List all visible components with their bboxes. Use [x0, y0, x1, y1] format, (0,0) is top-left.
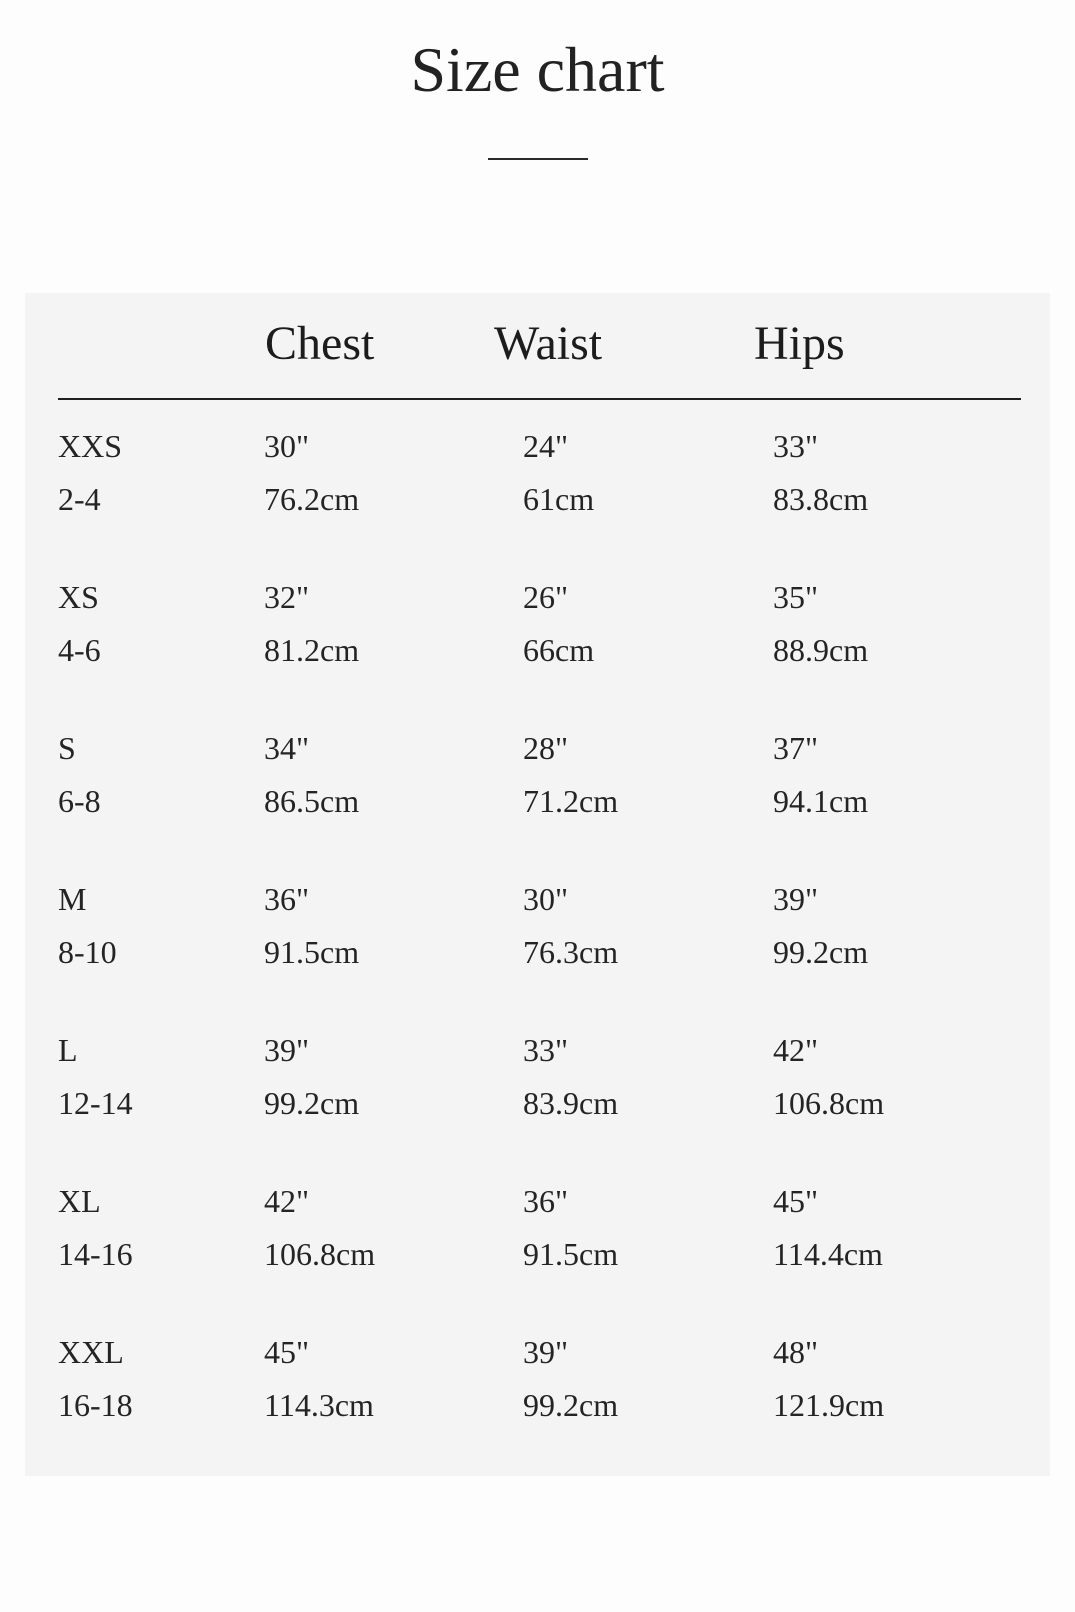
waist-inches-value: 33" — [523, 1032, 569, 1068]
size-group: XS 32" 26" 35" 4-6 81.2cm 66cm 88.9cm — [58, 581, 1050, 666]
chest-cm-value: 81.2cm — [264, 632, 360, 668]
cm-row: 12-14 99.2cm 83.9cm 106.8cm — [58, 1087, 1050, 1119]
inches-row: XS 32" 26" 35" — [58, 581, 1050, 613]
table-header-row: Chest Waist Hips — [58, 320, 1050, 368]
size-range-label: 14-16 — [58, 1236, 133, 1272]
inches-row: S 34" 28" 37" — [58, 732, 1050, 764]
hips-cm-value: 94.1cm — [773, 783, 869, 819]
size-label: XS — [58, 579, 99, 615]
inches-row: XL 42" 36" 45" — [58, 1185, 1050, 1217]
column-header-hips: Hips — [754, 317, 845, 370]
chest-inches-value: 30" — [264, 428, 310, 464]
cm-row: 2-4 76.2cm 61cm 83.8cm — [58, 483, 1050, 515]
hips-cm-value: 83.8cm — [773, 481, 869, 517]
size-group: XL 42" 36" 45" 14-16 106.8cm 91.5cm 114.4cm — [58, 1185, 1050, 1270]
cm-row: 4-6 81.2cm 66cm 88.9cm — [58, 634, 1050, 666]
size-range-label: 4-6 — [58, 632, 101, 668]
cm-row: 14-16 106.8cm 91.5cm 114.4cm — [58, 1238, 1050, 1270]
size-chart-title: Size chart — [410, 34, 665, 105]
chest-inches-value: 34" — [264, 730, 310, 766]
hips-cm-value: 88.9cm — [773, 632, 869, 668]
hips-inches-value: 33" — [773, 428, 819, 464]
hips-cm-value: 114.4cm — [773, 1236, 883, 1272]
size-label: S — [58, 730, 76, 766]
chest-cm-value: 91.5cm — [264, 934, 360, 970]
chest-inches-value: 32" — [264, 579, 310, 615]
chest-cm-value: 76.2cm — [264, 481, 360, 517]
waist-inches-value: 36" — [523, 1183, 569, 1219]
waist-cm-value: 76.3cm — [523, 934, 619, 970]
inches-row: L 39" 33" 42" — [58, 1034, 1050, 1066]
waist-cm-value: 61cm — [523, 481, 595, 517]
size-label: XL — [58, 1183, 101, 1219]
inches-row: M 36" 30" 39" — [58, 883, 1050, 915]
hips-cm-value: 121.9cm — [773, 1387, 885, 1423]
waist-inches-value: 30" — [523, 881, 569, 917]
size-label: XXS — [58, 428, 123, 464]
chest-inches-value: 36" — [264, 881, 310, 917]
hips-inches-value: 39" — [773, 881, 819, 917]
chest-inches-value: 42" — [264, 1183, 310, 1219]
size-group: M 36" 30" 39" 8-10 91.5cm 76.3cm 99.2cm — [58, 883, 1050, 968]
inches-row: XXS 30" 24" 33" — [58, 430, 1050, 462]
cm-row: 6-8 86.5cm 71.2cm 94.1cm — [58, 785, 1050, 817]
waist-cm-value: 83.9cm — [523, 1085, 619, 1121]
hips-cm-value: 106.8cm — [773, 1085, 885, 1121]
header-spacer — [58, 320, 265, 368]
waist-inches-value: 28" — [523, 730, 569, 766]
hips-inches-value: 45" — [773, 1183, 819, 1219]
size-range-label: 6-8 — [58, 783, 101, 819]
chest-cm-value: 99.2cm — [264, 1085, 360, 1121]
hips-inches-value: 42" — [773, 1032, 819, 1068]
size-range-label: 12-14 — [58, 1085, 133, 1121]
chest-cm-value: 114.3cm — [264, 1387, 374, 1423]
chest-cm-value: 106.8cm — [264, 1236, 376, 1272]
inches-row: XXL 45" 39" 48" — [58, 1336, 1050, 1368]
size-group: XXS 30" 24" 33" 2-4 76.2cm 61cm 83.8cm — [58, 430, 1050, 515]
cm-row: 16-18 114.3cm 99.2cm 121.9cm — [58, 1389, 1050, 1421]
waist-inches-value: 26" — [523, 579, 569, 615]
size-group: S 34" 28" 37" 6-8 86.5cm 71.2cm 94.1cm — [58, 732, 1050, 817]
size-group: L 39" 33" 42" 12-14 99.2cm 83.9cm 106.8cm — [58, 1034, 1050, 1119]
size-range-label: 16-18 — [58, 1387, 133, 1423]
waist-cm-value: 91.5cm — [523, 1236, 619, 1272]
chest-cm-value: 86.5cm — [264, 783, 360, 819]
size-label: M — [58, 881, 87, 917]
waist-cm-value: 71.2cm — [523, 783, 619, 819]
size-group: XXL 45" 39" 48" 16-18 114.3cm 99.2cm 121.9cm — [58, 1336, 1050, 1421]
waist-cm-value: 99.2cm — [523, 1387, 619, 1423]
size-range-label: 8-10 — [58, 934, 117, 970]
hips-inches-value: 37" — [773, 730, 819, 766]
hips-cm-value: 99.2cm — [773, 934, 869, 970]
waist-cm-value: 66cm — [523, 632, 595, 668]
size-table-body: XXS 30" 24" 33" 2-4 76.2cm 61cm 83.8cm XS 32" 26" 3… — [58, 430, 1050, 1421]
waist-inches-value: 24" — [523, 428, 569, 464]
size-chart-panel: Chest Waist Hips XXS 30" 24" 33" 2-4 76.2cm 61… — [25, 293, 1050, 1476]
hips-inches-value: 35" — [773, 579, 819, 615]
size-range-label: 2-4 — [58, 481, 101, 517]
chest-inches-value: 39" — [264, 1032, 310, 1068]
header-rule — [58, 398, 1021, 400]
column-header-chest: Chest — [265, 317, 375, 370]
hips-inches-value: 48" — [773, 1334, 819, 1370]
size-label: XXL — [58, 1334, 124, 1370]
column-header-waist: Waist — [494, 317, 603, 370]
chest-inches-value: 45" — [264, 1334, 310, 1370]
waist-inches-value: 39" — [523, 1334, 569, 1370]
size-label: L — [58, 1032, 78, 1068]
title-divider — [487, 158, 588, 160]
cm-row: 8-10 91.5cm 76.3cm 99.2cm — [58, 936, 1050, 968]
